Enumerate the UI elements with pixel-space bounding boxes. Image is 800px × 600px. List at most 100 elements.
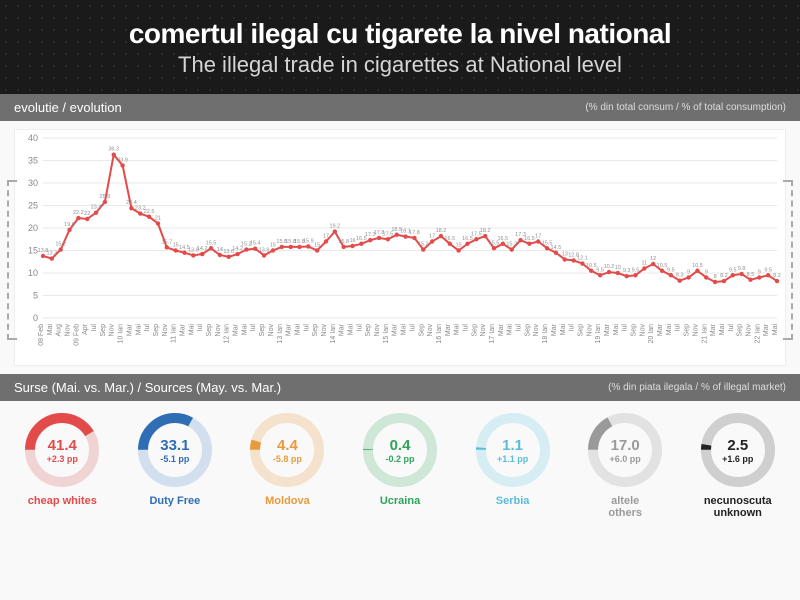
svg-text:13 Ian: 13 Ian [277, 324, 284, 344]
svg-text:Sep: Sep [153, 324, 160, 337]
donut-delta: +1.6 pp [722, 454, 753, 464]
svg-text:16: 16 [349, 238, 355, 244]
svg-text:Sep: Sep [524, 324, 531, 337]
svg-text:25.8: 25.8 [100, 194, 111, 200]
source-donut: 0.4 -0.2 pp Ucraina [346, 411, 455, 519]
donut-value: 17.0 [611, 437, 640, 454]
svg-text:8.2: 8.2 [773, 273, 781, 279]
source-donut: 1.1 +1.1 pp Serbia [458, 411, 567, 519]
svg-text:Nov: Nov [745, 324, 752, 337]
svg-text:Mar: Mar [179, 323, 186, 336]
svg-text:8.3: 8.3 [676, 273, 684, 279]
sources-donuts: 41.4 +2.3 pp cheap whites 33.1 -5.1 pp D… [0, 401, 800, 525]
source-donut: 4.4 -5.8 pp Moldova [233, 411, 342, 519]
svg-text:Sep: Sep [631, 324, 638, 337]
svg-text:9: 9 [758, 270, 761, 276]
svg-text:Sep: Sep [312, 324, 319, 337]
donut-value: 0.4 [390, 437, 411, 454]
svg-text:Nov: Nov [109, 324, 116, 337]
evolution-chart: 051015202530354013.813.215.219.622.22223… [14, 129, 786, 366]
svg-text:Mai: Mai [719, 324, 726, 336]
svg-text:8.2: 8.2 [720, 273, 728, 279]
svg-text:Sep: Sep [577, 324, 584, 337]
donut-delta: +1.1 pp [497, 454, 528, 464]
svg-text:16.5: 16.5 [524, 236, 535, 242]
svg-text:Iul: Iul [675, 324, 682, 332]
svg-text:Nov: Nov [639, 324, 646, 337]
svg-text:15.2: 15.2 [418, 242, 429, 248]
svg-text:Mar: Mar [710, 323, 717, 336]
svg-text:15.2: 15.2 [506, 242, 517, 248]
svg-text:Mai: Mai [188, 324, 195, 336]
svg-text:16.5: 16.5 [444, 236, 455, 242]
svg-text:18.2: 18.2 [436, 228, 447, 234]
line-chart-svg: 051015202530354013.813.215.219.622.22223… [15, 130, 785, 360]
svg-text:22.5: 22.5 [144, 209, 155, 215]
svg-text:Mai: Mai [613, 324, 620, 336]
evolution-sublabel: (% din total consum / % of total consump… [585, 102, 786, 113]
svg-text:9.5: 9.5 [632, 267, 640, 273]
donut-delta: +2.3 pp [47, 454, 78, 464]
svg-text:15: 15 [28, 246, 38, 256]
svg-text:Iul: Iul [250, 324, 257, 332]
svg-text:Mar: Mar [392, 323, 399, 336]
svg-text:9.5: 9.5 [764, 267, 772, 273]
svg-text:22: 22 [84, 211, 90, 217]
svg-text:22 Ian: 22 Ian [754, 324, 761, 344]
title-romanian: comertul ilegal cu tigarete la nivel nat… [10, 18, 790, 50]
svg-text:09 Feb: 09 Feb [73, 324, 80, 346]
svg-text:21 Ian: 21 Ian [701, 324, 708, 344]
svg-text:19.6: 19.6 [64, 222, 75, 228]
svg-text:15.8: 15.8 [338, 239, 349, 245]
svg-text:Sep: Sep [100, 324, 107, 337]
donut-ring: 0.4 -0.2 pp [361, 411, 439, 489]
svg-text:19.2: 19.2 [329, 224, 340, 230]
svg-text:Nov: Nov [268, 324, 275, 337]
source-donut: 17.0 +6.0 pp alteleothers [571, 411, 680, 519]
svg-text:9.5: 9.5 [729, 267, 737, 273]
donut-ring: 33.1 -5.1 pp [136, 411, 214, 489]
svg-text:Sep: Sep [737, 324, 744, 337]
svg-text:Mar: Mar [286, 323, 293, 336]
svg-text:9: 9 [687, 270, 690, 276]
svg-text:13: 13 [562, 252, 568, 258]
svg-text:23.4: 23.4 [91, 205, 102, 211]
svg-text:15.7: 15.7 [161, 239, 172, 245]
svg-text:Mar: Mar [604, 323, 611, 336]
svg-text:Sep: Sep [471, 324, 478, 337]
donut-value: 4.4 [277, 437, 298, 454]
svg-text:9.3: 9.3 [623, 268, 631, 274]
svg-text:Iul: Iul [303, 324, 310, 332]
svg-text:Iul: Iul [144, 324, 151, 332]
svg-text:10.5: 10.5 [692, 263, 703, 269]
svg-text:Nov: Nov [692, 324, 699, 337]
svg-text:33.9: 33.9 [117, 157, 128, 163]
svg-text:14 Ian: 14 Ian [330, 324, 337, 344]
svg-text:Mai: Mai [454, 324, 461, 336]
svg-text:Mai: Mai [666, 324, 673, 336]
svg-text:08 Feb: 08 Feb [38, 324, 45, 346]
svg-text:Mar: Mar [445, 323, 452, 336]
svg-text:13.2: 13.2 [46, 251, 57, 257]
svg-text:Mar: Mar [233, 323, 240, 336]
svg-text:15.9: 15.9 [303, 238, 314, 244]
svg-text:13.9: 13.9 [259, 247, 270, 253]
svg-text:Iul: Iul [91, 324, 98, 332]
donut-label: Moldova [233, 495, 342, 507]
svg-text:Mai: Mai [401, 324, 408, 336]
svg-text:15.5: 15.5 [206, 240, 217, 246]
svg-text:20: 20 [28, 223, 38, 233]
svg-text:Nov: Nov [162, 324, 169, 337]
svg-text:15.4: 15.4 [250, 241, 261, 247]
svg-text:Sep: Sep [259, 324, 266, 337]
svg-text:9: 9 [705, 270, 708, 276]
svg-text:18.2: 18.2 [480, 228, 491, 234]
svg-text:Mai: Mai [507, 324, 514, 336]
svg-text:Mai: Mai [135, 324, 142, 336]
svg-text:12.1: 12.1 [577, 256, 588, 262]
donut-label: Ucraina [346, 495, 455, 507]
svg-text:10: 10 [28, 268, 38, 278]
source-donut: 41.4 +2.3 pp cheap whites [8, 411, 117, 519]
svg-text:10.5: 10.5 [586, 263, 597, 269]
svg-text:Iul: Iul [356, 324, 363, 332]
